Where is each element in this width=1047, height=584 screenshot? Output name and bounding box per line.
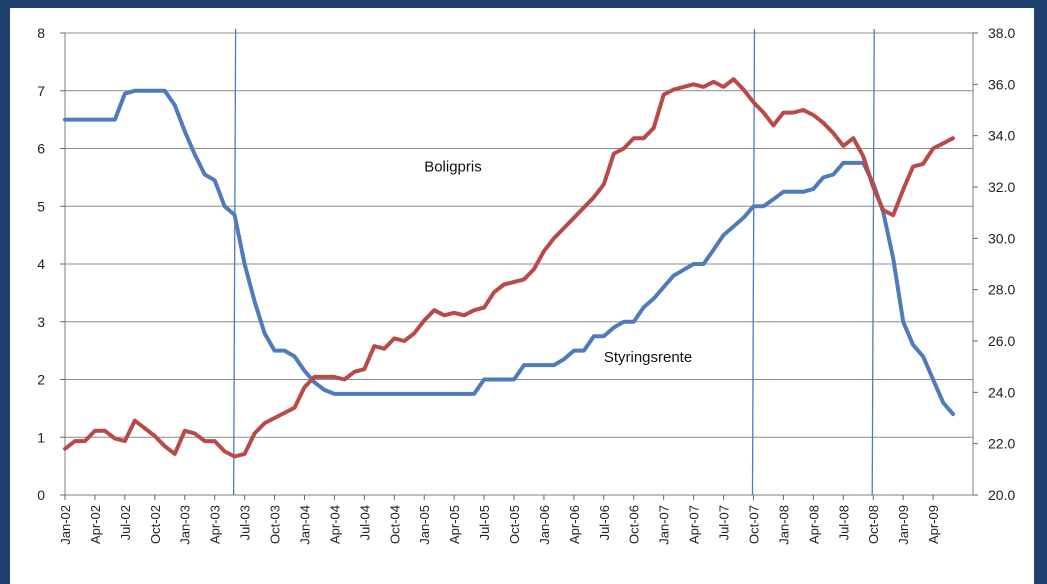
x-tick-label: Apr-08 <box>806 505 821 544</box>
chart-frame: 0 1 2 3 4 5 6 7 8 20.0 22.0 24.0 26.0 28.0 30.0 32.0 34… <box>10 8 1034 584</box>
x-tick-label: Oct-06 <box>627 505 642 544</box>
x-tick-label: Jan-09 <box>896 505 911 545</box>
left-y-axis-ticks: 0 1 2 3 4 5 6 7 8 <box>37 25 65 503</box>
vertical-markers <box>232 28 875 496</box>
x-tick-label: Jul-08 <box>836 505 851 540</box>
x-tick-label: Jan-08 <box>776 505 791 545</box>
x-tick-label: Jul-03 <box>238 505 253 540</box>
x-axis-ticks: Jan-02 Apr-02 Jul-02 Oct-02 Jan-03 Apr-03 Jul-… <box>58 495 941 545</box>
right-y-axis-ticks: 20.0 22.0 24.0 26.0 28.0 30.0 32.0 34.0 36.0 38.0 <box>973 25 1015 503</box>
x-tick-label: Jul-05 <box>477 505 492 540</box>
series-lines <box>63 77 955 459</box>
x-tick-label: Oct-04 <box>387 505 402 544</box>
y-tick-label-left: 0 <box>37 487 45 503</box>
y-tick-label-left: 1 <box>37 429 45 445</box>
x-tick-label: Jul-04 <box>357 505 372 540</box>
series-annotations: Boligpris Styringsrente <box>424 159 692 367</box>
y-tick-label-right: 28.0 <box>988 282 1015 298</box>
x-tick-label: Apr-09 <box>926 505 941 544</box>
y-tick-label-right: 24.0 <box>988 384 1015 400</box>
x-tick-label: Oct-03 <box>268 505 283 544</box>
x-tick-label: Oct-05 <box>507 505 522 544</box>
x-tick-label: Oct-02 <box>148 505 163 544</box>
y-tick-label-left: 4 <box>37 256 45 272</box>
y-tick-label-right: 34.0 <box>988 128 1015 144</box>
x-tick-label: Jan-03 <box>178 505 193 545</box>
x-tick-label: Jan-07 <box>657 505 672 545</box>
line-chart: 0 1 2 3 4 5 6 7 8 20.0 22.0 24.0 26.0 28.0 30.0 32.0 34… <box>37 25 1015 545</box>
annotation-boligpris: Boligpris <box>424 159 482 176</box>
gridlines <box>65 32 973 438</box>
x-tick-label: Apr-02 <box>88 505 103 544</box>
x-tick-label: Oct-07 <box>746 505 761 544</box>
y-tick-label-right: 26.0 <box>988 333 1015 349</box>
x-tick-label: Jul-02 <box>118 505 133 540</box>
y-tick-label-right: 22.0 <box>988 436 1015 452</box>
x-tick-label: Jul-06 <box>597 505 612 540</box>
y-tick-label-left: 5 <box>37 198 45 214</box>
y-tick-label-right: 20.0 <box>988 487 1015 503</box>
x-tick-label: Apr-05 <box>447 505 462 544</box>
x-tick-label: Apr-06 <box>567 505 582 544</box>
y-tick-label-left: 7 <box>37 83 45 99</box>
y-tick-label-left: 2 <box>37 372 45 388</box>
x-tick-label: Jan-06 <box>537 505 552 545</box>
y-tick-label-left: 8 <box>37 25 45 41</box>
x-tick-label: Apr-03 <box>208 505 223 544</box>
x-tick-label: Jan-02 <box>58 505 73 545</box>
x-tick-label: Apr-04 <box>327 505 342 544</box>
y-tick-label-right: 30.0 <box>988 230 1015 246</box>
annotation-styringsrente: Styringsrente <box>604 349 692 366</box>
y-tick-label-right: 36.0 <box>988 76 1015 92</box>
y-tick-label-left: 6 <box>37 141 45 157</box>
x-tick-label: Jul-07 <box>717 505 732 540</box>
x-tick-label: Jan-05 <box>417 505 432 545</box>
series-line-styringsrente <box>63 88 955 417</box>
y-tick-label-right: 38.0 <box>988 25 1015 41</box>
y-tick-label-right: 32.0 <box>988 179 1015 195</box>
x-tick-label: Apr-07 <box>687 505 702 544</box>
series-line-boligpris <box>63 77 955 459</box>
x-tick-label: Oct-08 <box>866 505 881 544</box>
y-tick-label-left: 3 <box>37 314 45 330</box>
vertical-marker-line <box>751 28 756 496</box>
vertical-marker-line <box>871 28 875 496</box>
vertical-marker-line <box>232 28 237 496</box>
x-tick-label: Jan-04 <box>297 505 312 545</box>
